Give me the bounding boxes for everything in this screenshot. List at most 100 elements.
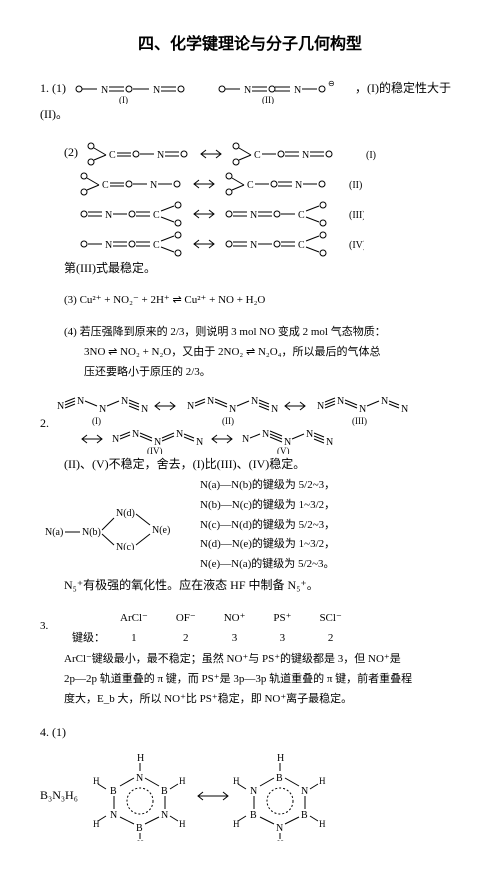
resonance-arrow (193, 786, 233, 806)
borazine-2: H B NN H H BB H H NH (233, 751, 333, 841)
svg-text:N: N (250, 240, 257, 251)
svg-text:N: N (176, 429, 183, 440)
svg-text:B: B (276, 773, 283, 784)
svg-text:N: N (105, 240, 112, 251)
svg-text:H: H (277, 839, 284, 841)
co-structure-4: N C N C (IV) (64, 228, 364, 258)
question-4: 4. (1) B₃N₃H₆ H N BB H H NN H H BH H B N… (40, 722, 460, 842)
svg-text:B: B (136, 823, 143, 834)
borazine-1: H N BB H H NN H H BH (93, 751, 193, 841)
svg-text:N: N (136, 773, 143, 784)
svg-text:(III): (III) (352, 416, 367, 426)
svg-text:N: N (77, 396, 84, 407)
resonance-structure-1b: NN⊖ (II) (212, 74, 352, 104)
svg-text:(II): (II) (222, 416, 234, 426)
question-2: 2. NNNNN(I) NNNNN(II) NNNNN(III) NNNNN(I… (40, 394, 460, 596)
bond2: N(b)—N(c)的键级为 1~3/2， (200, 499, 335, 511)
n5-chain: N(a) N(b) N(d) N(c) N(e) (40, 500, 200, 550)
svg-text:N(b): N(b) (82, 527, 101, 538)
svg-text:N: N (294, 85, 301, 96)
svg-text:C: C (153, 240, 160, 251)
svg-text:(I): (I) (92, 416, 101, 426)
svg-text:(I): (I) (366, 150, 376, 161)
q1-4c: 压还要略小于原压的 2/3。 (64, 366, 211, 378)
svg-text:N(c): N(c) (116, 542, 134, 550)
svg-text:N: N (105, 210, 112, 221)
svg-text:N: N (229, 404, 236, 415)
svg-text:(II): (II) (262, 95, 274, 104)
bond3: N(c)—N(d)的键级为 5/2~3， (200, 519, 335, 531)
svg-text:H: H (137, 753, 144, 764)
svg-text:C: C (102, 180, 109, 191)
svg-text:N: N (250, 786, 257, 797)
svg-text:C: C (254, 150, 261, 161)
q1-2-label: (2) (64, 144, 78, 158)
page-title: 四、化学键理论与分子几何构型 (40, 30, 460, 54)
svg-text:H: H (233, 776, 240, 786)
svg-text:N: N (112, 434, 119, 445)
svg-text:H: H (319, 776, 326, 786)
svg-text:N: N (381, 396, 388, 407)
svg-text:N: N (271, 404, 278, 415)
svg-text:C: C (109, 150, 116, 161)
svg-text:(II): (II) (349, 180, 362, 191)
svg-text:N: N (359, 404, 366, 415)
svg-text:H: H (93, 819, 100, 829)
q2-note: (II)、(V)不稳定，舍去，(I)比(III)、(IV)稳定。 (40, 457, 305, 471)
cell: OF⁻ (162, 609, 210, 629)
svg-text:N(a): N(a) (45, 527, 63, 538)
svg-text:H: H (137, 839, 144, 841)
svg-text:N: N (196, 437, 203, 448)
question-1-3: (3) Cu²⁺ + NO₂⁻ + 2H⁺ ⇌ Cu²⁺ + NO + H₂O (40, 291, 460, 311)
svg-text:N: N (302, 150, 309, 161)
svg-text:B: B (250, 810, 257, 821)
q4-formula: B₃N₃H₆ (40, 785, 78, 807)
svg-text:H: H (233, 819, 240, 829)
svg-text:N(e): N(e) (152, 525, 170, 536)
svg-text:N: N (306, 429, 313, 440)
svg-text:N: N (242, 434, 249, 445)
question-3: 3. ArCl⁻OF⁻NO⁺PS⁺SCl⁻ 键级：12332 ArCl⁻键级最小… (40, 609, 460, 710)
svg-text:B: B (301, 810, 308, 821)
svg-text:(I): (I) (119, 95, 128, 104)
svg-text:(IV): (IV) (147, 446, 163, 454)
svg-text:N: N (153, 85, 160, 96)
svg-text:B: B (110, 786, 117, 797)
svg-text:(V): (V) (277, 446, 290, 454)
svg-text:(IV): (IV) (349, 240, 364, 251)
bond-orders: N(a)—N(b)的键级为 5/2~3， N(b)—N(c)的键级为 1~3/2… (200, 476, 335, 575)
question-1-2: (2) CN CN (I) CN CN (II) NC NC (III) NC … (40, 138, 460, 280)
svg-text:N: N (207, 396, 214, 407)
svg-text:H: H (277, 753, 284, 764)
svg-text:N: N (251, 396, 258, 407)
q2-label: 2. (40, 416, 49, 430)
svg-text:N: N (150, 180, 157, 191)
table-row: ArCl⁻OF⁻NO⁺PS⁺SCl⁻ (71, 609, 356, 629)
svg-text:C: C (153, 210, 160, 221)
bond-order-table: ArCl⁻OF⁻NO⁺PS⁺SCl⁻ 键级：12332 (71, 609, 356, 651)
svg-text:C: C (298, 240, 305, 251)
q3-text: ArCl⁻键级最小，最不稳定；虽然 NO⁺与 PS⁺的键级都是 3，但 NO⁺是… (40, 650, 460, 709)
svg-text:N: N (99, 404, 106, 415)
svg-text:B: B (161, 786, 168, 797)
svg-text:N: N (262, 429, 269, 440)
q2-final: N₅⁺有极强的氧化性。应在液态 HF 中制备 N₅⁺。 (40, 578, 319, 592)
q4-label: 4. (1) (40, 725, 66, 739)
bond5: N(e)—N(a)的键级为 5/2~3。 (200, 558, 335, 570)
cell: 3 (259, 628, 305, 650)
svg-text:N: N (132, 429, 139, 440)
q3-t2: 2p—2p 轨道重叠的 π 键，而 PS⁺是 3p—3p 轨道重叠的 π 键，前… (64, 673, 412, 685)
svg-text:H: H (93, 776, 100, 786)
co-structure-3: NC NC (III) (64, 198, 364, 228)
svg-text:N(d): N(d) (116, 508, 135, 519)
bond4: N(d)—N(e)的键级为 1~3/2， (200, 538, 335, 550)
resonance-structure-1a: NN (I) (69, 74, 209, 104)
q3-t3: 度大，E_b 大，所以 NO⁺比 PS⁺稳定，即 NO⁺离子最稳定。 (64, 693, 352, 705)
svg-text:N: N (337, 396, 344, 407)
cell: NO⁺ (210, 609, 260, 629)
cell: 键级： (71, 628, 106, 650)
svg-text:H: H (179, 776, 186, 786)
n5-resonance: NNNNN(I) NNNNN(II) NNNNN(III) NNNNN(IV) … (52, 394, 452, 454)
svg-text:N: N (161, 810, 168, 821)
svg-text:N: N (141, 404, 148, 415)
